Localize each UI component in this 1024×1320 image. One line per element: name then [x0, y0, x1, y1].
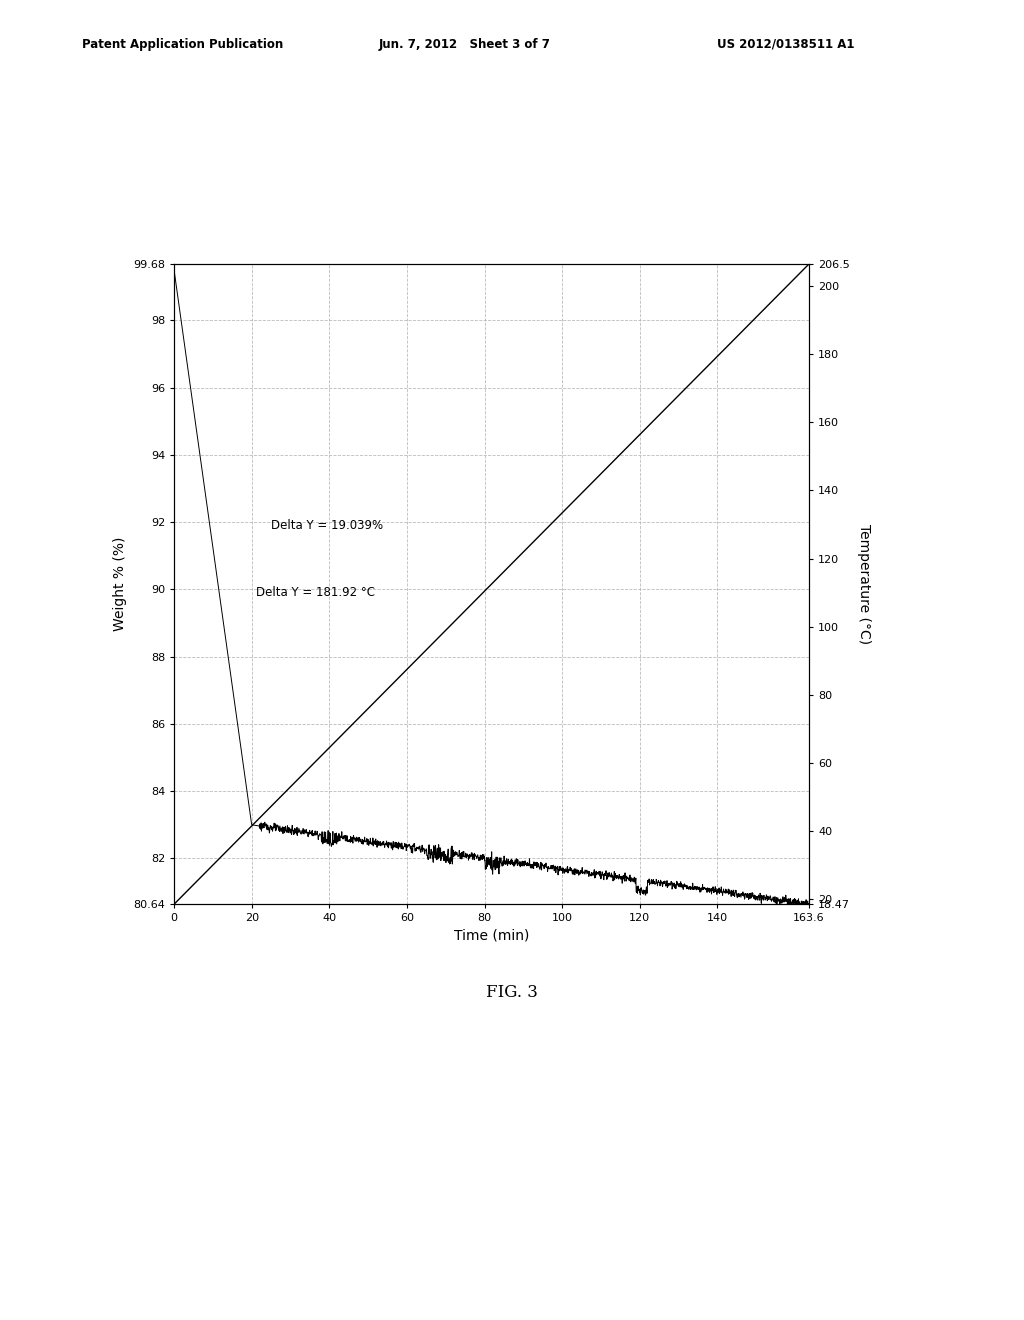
Text: US 2012/0138511 A1: US 2012/0138511 A1	[717, 37, 854, 50]
Y-axis label: Weight % (%): Weight % (%)	[114, 537, 128, 631]
Text: FIG. 3: FIG. 3	[486, 983, 538, 1001]
Text: Delta Y = 19.039%: Delta Y = 19.039%	[271, 519, 383, 532]
Text: Patent Application Publication: Patent Application Publication	[82, 37, 284, 50]
Y-axis label: Temperature (°C): Temperature (°C)	[857, 524, 870, 644]
X-axis label: Time (min): Time (min)	[454, 929, 529, 942]
Text: Delta Y = 181.92 °C: Delta Y = 181.92 °C	[256, 586, 375, 599]
Text: Jun. 7, 2012   Sheet 3 of 7: Jun. 7, 2012 Sheet 3 of 7	[379, 37, 551, 50]
